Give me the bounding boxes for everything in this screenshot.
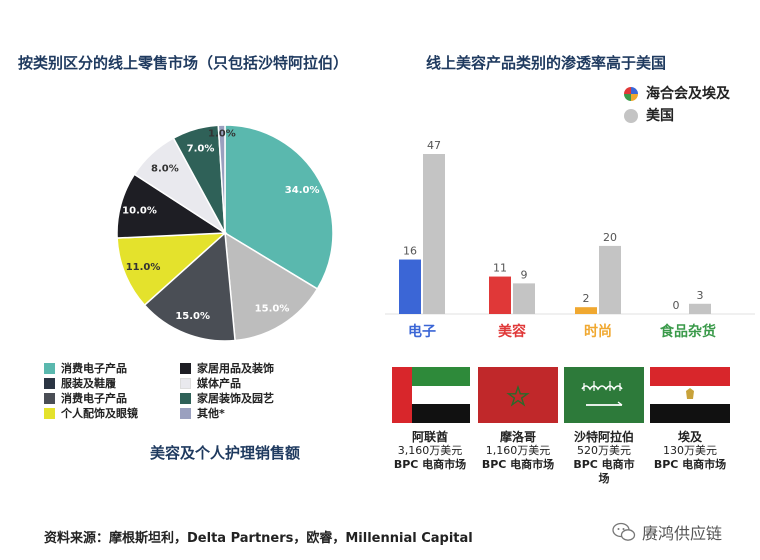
bar-value-label: 20: [603, 231, 617, 244]
country-name: 埃及: [677, 430, 702, 444]
pie-slice: [217, 124, 226, 234]
pie-slice-label: 8.0%: [151, 163, 179, 174]
legend-label: 美国: [646, 108, 674, 124]
legend-label: 家居用品及装饰: [197, 362, 274, 375]
legend-item: 家居用品及装饰: [180, 360, 274, 376]
country-market-cont: 场: [598, 472, 610, 485]
country-value: 130万美元: [663, 444, 717, 457]
country-name: 沙特阿拉伯: [573, 430, 634, 444]
pie-caption: 美容及个人护理销售额: [150, 444, 301, 462]
bar-gcc-egypt: [399, 259, 421, 314]
pie-slice-label: 7.0%: [187, 143, 215, 154]
legend-item: 服装及鞋履: [44, 375, 116, 391]
bar-category-label: 食品杂货: [660, 323, 716, 340]
bar-category-label: 电子: [408, 323, 436, 340]
bar-usa: [513, 283, 535, 314]
watermark: 赓鸿供应链: [612, 520, 722, 544]
bar-usa: [689, 303, 711, 314]
country-name: 摩洛哥: [499, 430, 536, 444]
legend-label: 服装及鞋履: [61, 377, 116, 390]
bar-value-label: 2: [583, 292, 590, 305]
bar-gcc-egypt: [489, 276, 511, 314]
legend-label: 媒体产品: [197, 377, 241, 390]
country-value: 3,160万美元: [397, 444, 463, 457]
legend-label: 个人配饰及眼镜: [61, 407, 138, 420]
pie-slice-label: 15.0%: [255, 304, 290, 315]
bar-value-label: 9: [521, 268, 528, 281]
legend-item: 其他*: [180, 405, 225, 421]
bar-value-label: 47: [427, 139, 441, 152]
legend-swatch: [180, 392, 191, 404]
bar-value-label: 3: [697, 289, 704, 302]
legend-swatch: [180, 377, 191, 389]
flag-label-morocco: 摩洛哥 1,160万美元 BPC 电商市场: [476, 430, 560, 472]
watermark-text: 赓鸿供应链: [642, 524, 723, 543]
pie-slice-label: 11.0%: [126, 262, 161, 273]
source-note: 资料来源：摩根斯坦利，Delta Partners，欧睿，Millennial …: [44, 531, 473, 546]
legend-item: 消费电子产品: [44, 390, 127, 406]
legend-swatch: [180, 407, 191, 419]
legend-item: 家居装饰及园艺: [180, 390, 274, 406]
bar-gcc-egypt: [575, 307, 597, 314]
pie-chart: 34.0% 15.0% 15.0% 11.0% 10.0% 8.0% 7.0% 1.0%: [116, 124, 334, 342]
pie-slice-label: 34.0%: [285, 185, 320, 196]
legend-label: 消费电子产品: [61, 362, 127, 375]
pie-slice: [224, 124, 334, 290]
bar-category-label: 美容: [498, 323, 526, 340]
legend-swatch: [44, 392, 55, 404]
legend-label: 海合会及埃及: [646, 86, 730, 102]
legend-item: 个人配饰及眼镜: [44, 405, 138, 421]
legend-label: 其他*: [197, 407, 225, 420]
wechat-icon: [612, 522, 636, 541]
country-market: BPC 电商市: [573, 458, 635, 471]
morocco-flag-icon: [478, 367, 558, 423]
pie-slice: [224, 231, 319, 342]
flag-label-egypt: 埃及 130万美元 BPC 电商市场: [648, 430, 732, 472]
multicolor-pie-icon: [624, 87, 638, 101]
country-market: BPC 电商市场: [393, 458, 467, 471]
legend-swatch: [624, 109, 638, 123]
egypt-flag-icon: [650, 367, 730, 423]
pie-slice: [116, 232, 228, 307]
flag-label-uae: 阿联酋 3,160万美元 BPC 电商市场: [388, 430, 472, 472]
legend-item: 媒体产品: [180, 375, 241, 391]
country-market: BPC 电商市场: [653, 458, 727, 471]
bar-value-label: 0: [673, 299, 680, 312]
uae-flag-icon: [392, 367, 470, 423]
pie-slice: [143, 231, 236, 342]
bar-chart-title: 线上美容产品类别的渗透率高于美国: [426, 54, 667, 72]
legend-item: 美国: [624, 105, 730, 127]
bar-usa: [599, 245, 621, 314]
country-market: BPC 电商市场: [481, 458, 555, 471]
legend-swatch: [180, 362, 191, 374]
bar-category-label: 时尚: [584, 323, 612, 340]
legend-item: 消费电子产品: [44, 360, 127, 376]
legend-label: 家居装饰及园艺: [197, 392, 274, 405]
bar-chart: 16 47 电子 11 9 美容 2 20 时尚 0 3 食品杂货: [385, 139, 755, 340]
legend-item: 海合会及埃及: [624, 83, 730, 105]
legend-swatch: [44, 377, 55, 389]
legend-swatch: [44, 407, 55, 419]
bar-legend: 海合会及埃及 美国: [624, 83, 730, 127]
country-value: 520万美元: [577, 444, 631, 457]
pie-slice-label: 1.0%: [208, 129, 236, 140]
bar-usa: [423, 154, 445, 314]
pie-chart-title: 按类别区分的线上零售市场（只包括沙特阿拉伯）: [18, 54, 349, 72]
country-name: 阿联酋: [411, 430, 448, 444]
pie-slice-label: 15.0%: [175, 311, 210, 322]
legend-label: 消费电子产品: [61, 392, 127, 405]
pie-slice-label: 10.0%: [122, 205, 157, 216]
saudi-flag-icon: [564, 367, 644, 423]
country-value: 1,160万美元: [485, 444, 551, 457]
bar-value-label: 11: [493, 262, 507, 275]
flag-label-saudi: 沙特阿拉伯 520万美元 BPC 电商市 场: [562, 430, 646, 486]
bar-value-label: 16: [403, 245, 417, 258]
legend-swatch: [44, 362, 55, 374]
